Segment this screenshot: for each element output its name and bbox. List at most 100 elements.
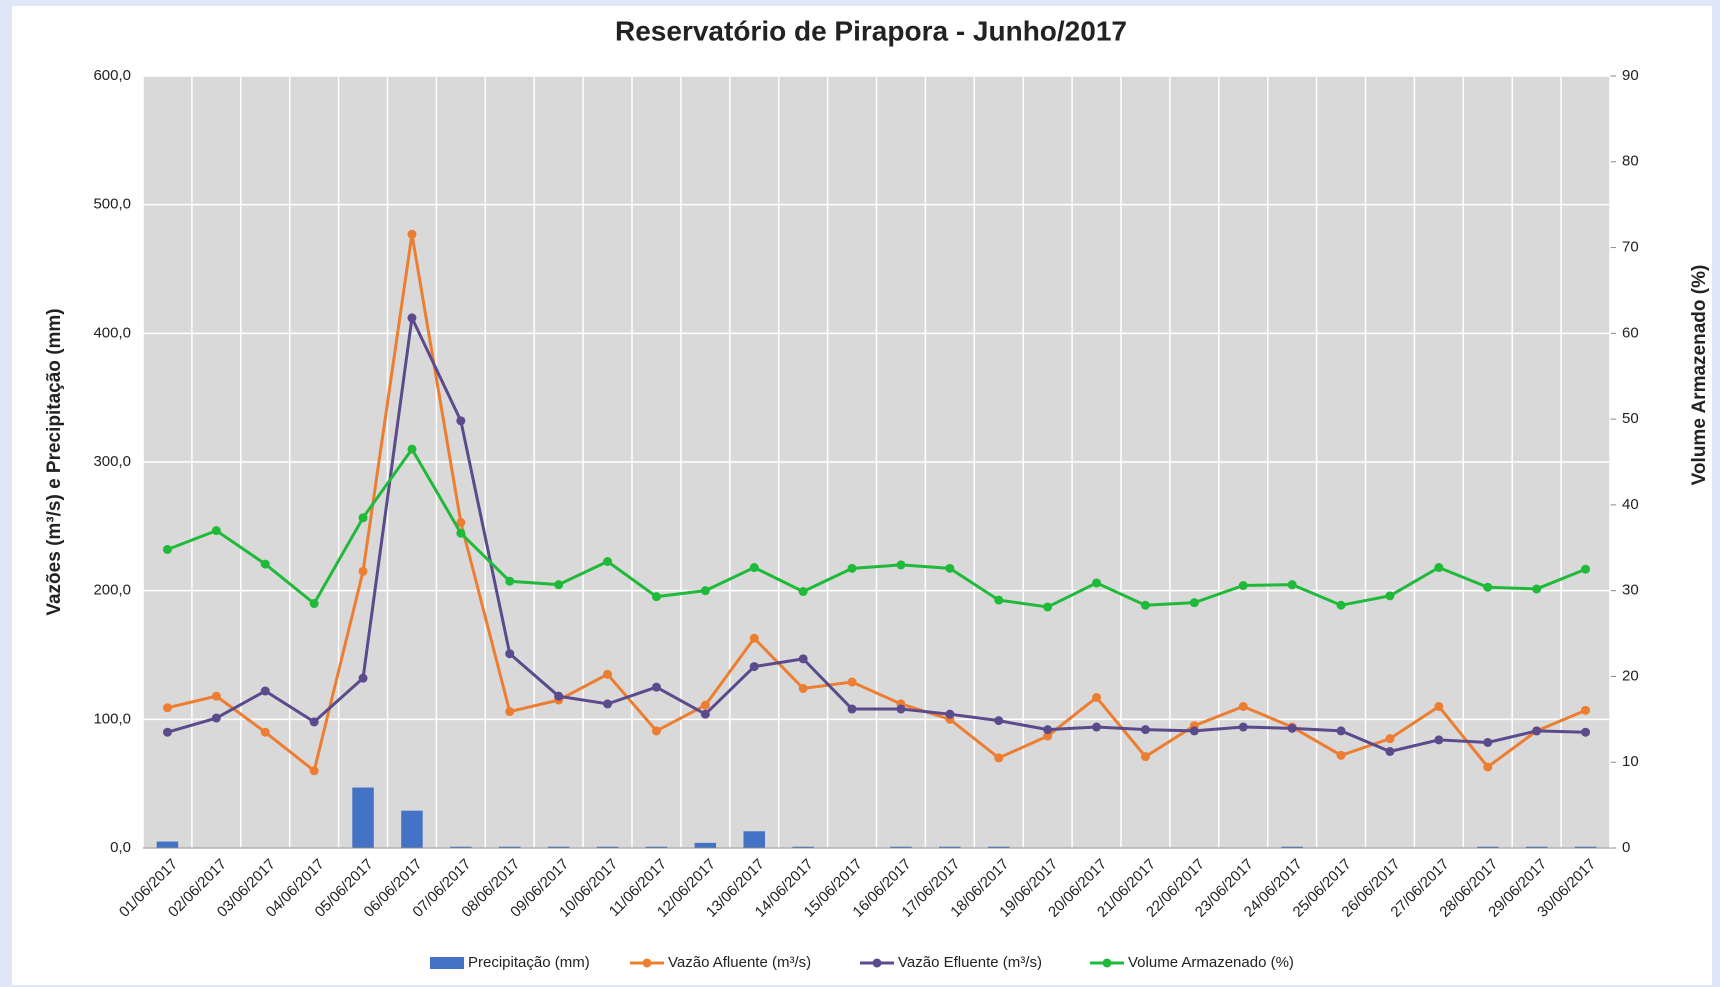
point bbox=[798, 587, 808, 597]
bar bbox=[1476, 846, 1499, 848]
point bbox=[1581, 564, 1591, 574]
y2-tick-label: 60 bbox=[1622, 324, 1639, 341]
bar bbox=[987, 846, 1010, 848]
y-tick-label: 0,0 bbox=[110, 839, 131, 856]
point bbox=[896, 704, 906, 714]
y2-tick-label: 20 bbox=[1622, 667, 1639, 684]
point bbox=[749, 563, 759, 573]
y2-axis-title: Volume Armazenado (%) bbox=[1689, 265, 1710, 486]
point bbox=[945, 709, 955, 719]
point bbox=[1385, 591, 1395, 601]
point bbox=[309, 717, 319, 727]
point bbox=[309, 599, 319, 609]
point bbox=[651, 726, 661, 736]
point bbox=[1092, 692, 1102, 702]
point bbox=[554, 691, 564, 701]
point bbox=[651, 682, 661, 692]
point bbox=[1287, 580, 1297, 590]
line bbox=[167, 312, 1586, 754]
y-tick-label: 200,0 bbox=[93, 582, 131, 599]
point bbox=[456, 517, 466, 527]
bar bbox=[1525, 846, 1548, 848]
point bbox=[358, 673, 368, 683]
point bbox=[1092, 722, 1102, 732]
point bbox=[603, 699, 613, 709]
point bbox=[456, 528, 466, 538]
legend-text: Vazão Efluente (m³/s) bbox=[898, 954, 1042, 971]
point bbox=[1238, 701, 1248, 711]
point bbox=[749, 662, 759, 672]
y-tick-label: 500,0 bbox=[93, 196, 131, 213]
bar bbox=[890, 846, 912, 848]
point bbox=[847, 563, 857, 573]
point bbox=[162, 544, 172, 554]
point bbox=[749, 633, 759, 643]
point bbox=[407, 313, 417, 323]
bar bbox=[694, 842, 717, 848]
point bbox=[260, 559, 270, 569]
point bbox=[309, 766, 319, 776]
point bbox=[1581, 705, 1591, 715]
legend-swatch bbox=[872, 958, 882, 968]
y2-tick-label: 0 bbox=[1622, 839, 1630, 856]
y2-tick-label: 70 bbox=[1622, 239, 1639, 256]
point bbox=[260, 686, 270, 696]
point bbox=[554, 580, 564, 590]
point bbox=[798, 683, 808, 693]
legend-swatch bbox=[642, 958, 652, 968]
point bbox=[358, 513, 368, 523]
y2-tick-label: 30 bbox=[1622, 582, 1639, 599]
point bbox=[505, 707, 515, 717]
point bbox=[505, 576, 515, 586]
bar bbox=[645, 846, 668, 848]
point bbox=[1483, 737, 1493, 747]
bar bbox=[156, 841, 179, 848]
legend-swatch bbox=[1102, 958, 1112, 968]
point bbox=[162, 703, 172, 713]
point bbox=[1336, 600, 1346, 610]
point bbox=[651, 592, 661, 602]
point bbox=[994, 595, 1004, 605]
bar bbox=[450, 846, 472, 848]
point bbox=[1287, 723, 1297, 733]
y2-tick-label: 10 bbox=[1622, 753, 1639, 770]
point bbox=[1336, 726, 1346, 736]
point bbox=[603, 669, 613, 679]
point bbox=[1140, 600, 1150, 610]
point bbox=[994, 753, 1004, 763]
point bbox=[847, 677, 857, 687]
point bbox=[1385, 734, 1395, 744]
legend-swatch bbox=[430, 957, 464, 969]
bar bbox=[1281, 846, 1303, 848]
point bbox=[358, 566, 368, 576]
point bbox=[1532, 584, 1542, 594]
point bbox=[1434, 735, 1444, 745]
point bbox=[700, 586, 710, 596]
point bbox=[211, 691, 221, 701]
legend-text: Precipitação (mm) bbox=[468, 954, 590, 971]
y2-tick-label: 90 bbox=[1622, 67, 1639, 84]
point bbox=[260, 727, 270, 737]
point bbox=[994, 716, 1004, 726]
y-tick-label: 600,0 bbox=[93, 67, 131, 84]
line bbox=[167, 234, 1587, 774]
chart-title: Reservatório de Pirapora - Junho/2017 bbox=[615, 15, 1127, 46]
y2-tick-label: 80 bbox=[1622, 153, 1639, 170]
line bbox=[166, 446, 1587, 609]
point bbox=[1140, 752, 1150, 762]
point bbox=[603, 557, 613, 567]
bar bbox=[498, 846, 521, 848]
y-tick-label: 400,0 bbox=[93, 324, 131, 341]
bar bbox=[792, 846, 814, 848]
point bbox=[162, 727, 172, 737]
point bbox=[211, 713, 221, 723]
point bbox=[1043, 602, 1053, 612]
point bbox=[407, 229, 417, 239]
point bbox=[1483, 762, 1493, 772]
point bbox=[1189, 726, 1199, 736]
point bbox=[1336, 750, 1346, 760]
point bbox=[1385, 747, 1395, 756]
y-axis-title: Vazões (m³/s) e Precipitação (mm) bbox=[44, 308, 65, 615]
